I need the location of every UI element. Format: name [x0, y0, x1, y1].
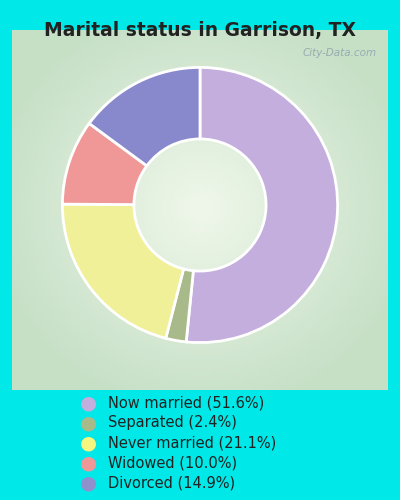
Text: Widowed (10.0%): Widowed (10.0%)	[108, 455, 237, 470]
Text: Divorced (14.9%): Divorced (14.9%)	[108, 475, 235, 490]
Text: Now married (51.6%): Now married (51.6%)	[108, 395, 264, 410]
Text: ●: ●	[80, 473, 96, 492]
Wedge shape	[89, 68, 200, 166]
Wedge shape	[62, 204, 184, 338]
Text: ●: ●	[80, 453, 96, 472]
Text: Never married (21.1%): Never married (21.1%)	[108, 435, 276, 450]
Wedge shape	[186, 68, 338, 342]
Text: ●: ●	[80, 413, 96, 432]
Text: City-Data.com: City-Data.com	[302, 48, 377, 58]
Text: Separated (2.4%): Separated (2.4%)	[108, 415, 237, 430]
Text: ●: ●	[80, 393, 96, 412]
Text: ●: ●	[80, 433, 96, 452]
Wedge shape	[62, 124, 147, 204]
Text: Marital status in Garrison, TX: Marital status in Garrison, TX	[44, 21, 356, 40]
Wedge shape	[166, 269, 193, 342]
